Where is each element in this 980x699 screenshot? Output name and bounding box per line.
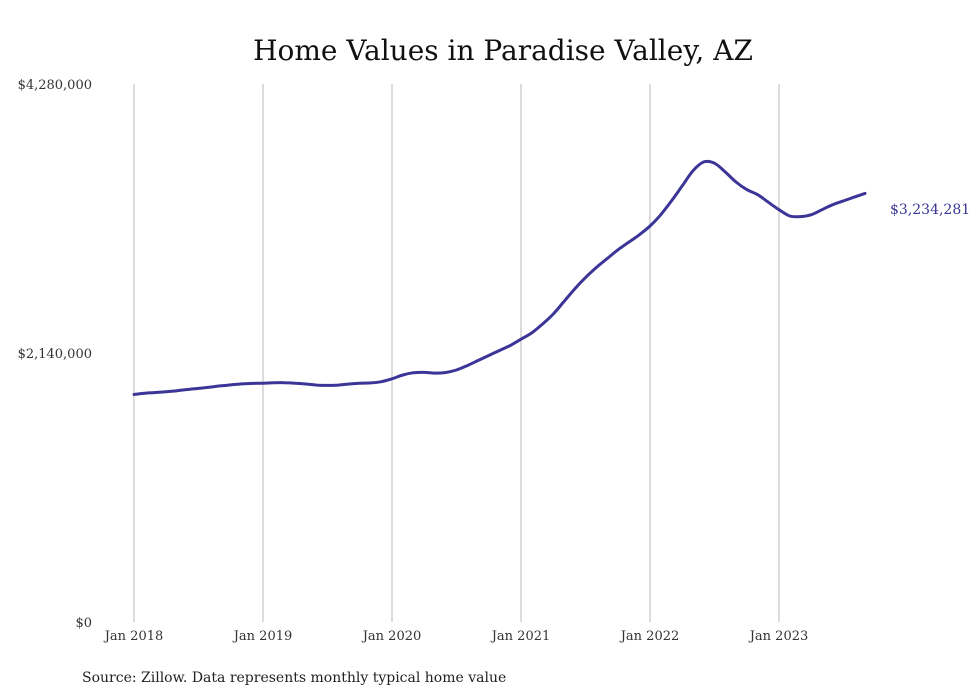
x-tick-label: Jan 2022 <box>619 629 680 644</box>
y-tick-label: $2,140,000 <box>18 347 92 362</box>
end-value-label: $3,234,281 <box>890 202 970 218</box>
series-line-0 <box>132 159 867 396</box>
x-tick-label: Jan 2023 <box>748 629 809 644</box>
x-tick-label: Jan 2019 <box>232 629 293 644</box>
grid-layer <box>133 84 780 622</box>
x-tick-label: Jan 2020 <box>361 629 422 644</box>
x-tick-label: Jan 2021 <box>490 629 551 644</box>
source-note: Source: Zillow. Data represents monthly … <box>82 670 506 686</box>
y-axis-ticks: $0 $2,140,000 $4,280,000 <box>18 78 92 631</box>
y-tick-label: $4,280,000 <box>18 78 92 93</box>
x-axis-ticks: Jan 2018 Jan 2019 Jan 2020 Jan 2021 Jan 2022… <box>103 629 809 644</box>
chart-title: Home Values in Paradise Valley, AZ <box>253 34 753 67</box>
x-tick-label: Jan 2018 <box>103 629 164 644</box>
y-tick-label: $0 <box>75 616 92 631</box>
series-layer <box>132 159 867 396</box>
